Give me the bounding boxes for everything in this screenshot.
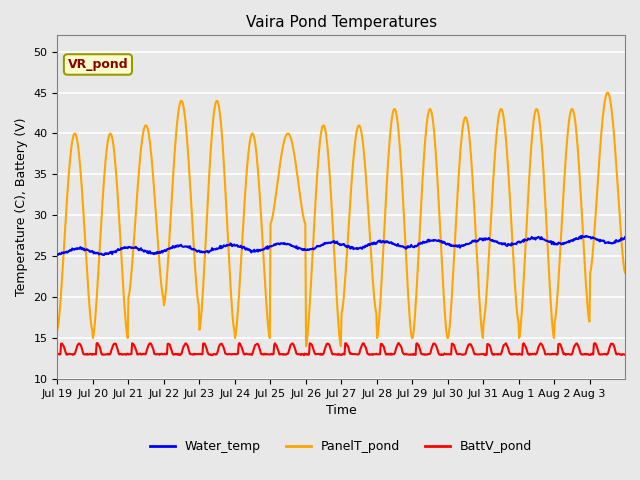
Text: VR_pond: VR_pond <box>68 58 128 71</box>
Legend: Water_temp, PanelT_pond, BattV_pond: Water_temp, PanelT_pond, BattV_pond <box>145 435 538 458</box>
Title: Vaira Pond Temperatures: Vaira Pond Temperatures <box>246 15 436 30</box>
X-axis label: Time: Time <box>326 404 356 417</box>
Y-axis label: Temperature (C), Battery (V): Temperature (C), Battery (V) <box>15 118 28 296</box>
